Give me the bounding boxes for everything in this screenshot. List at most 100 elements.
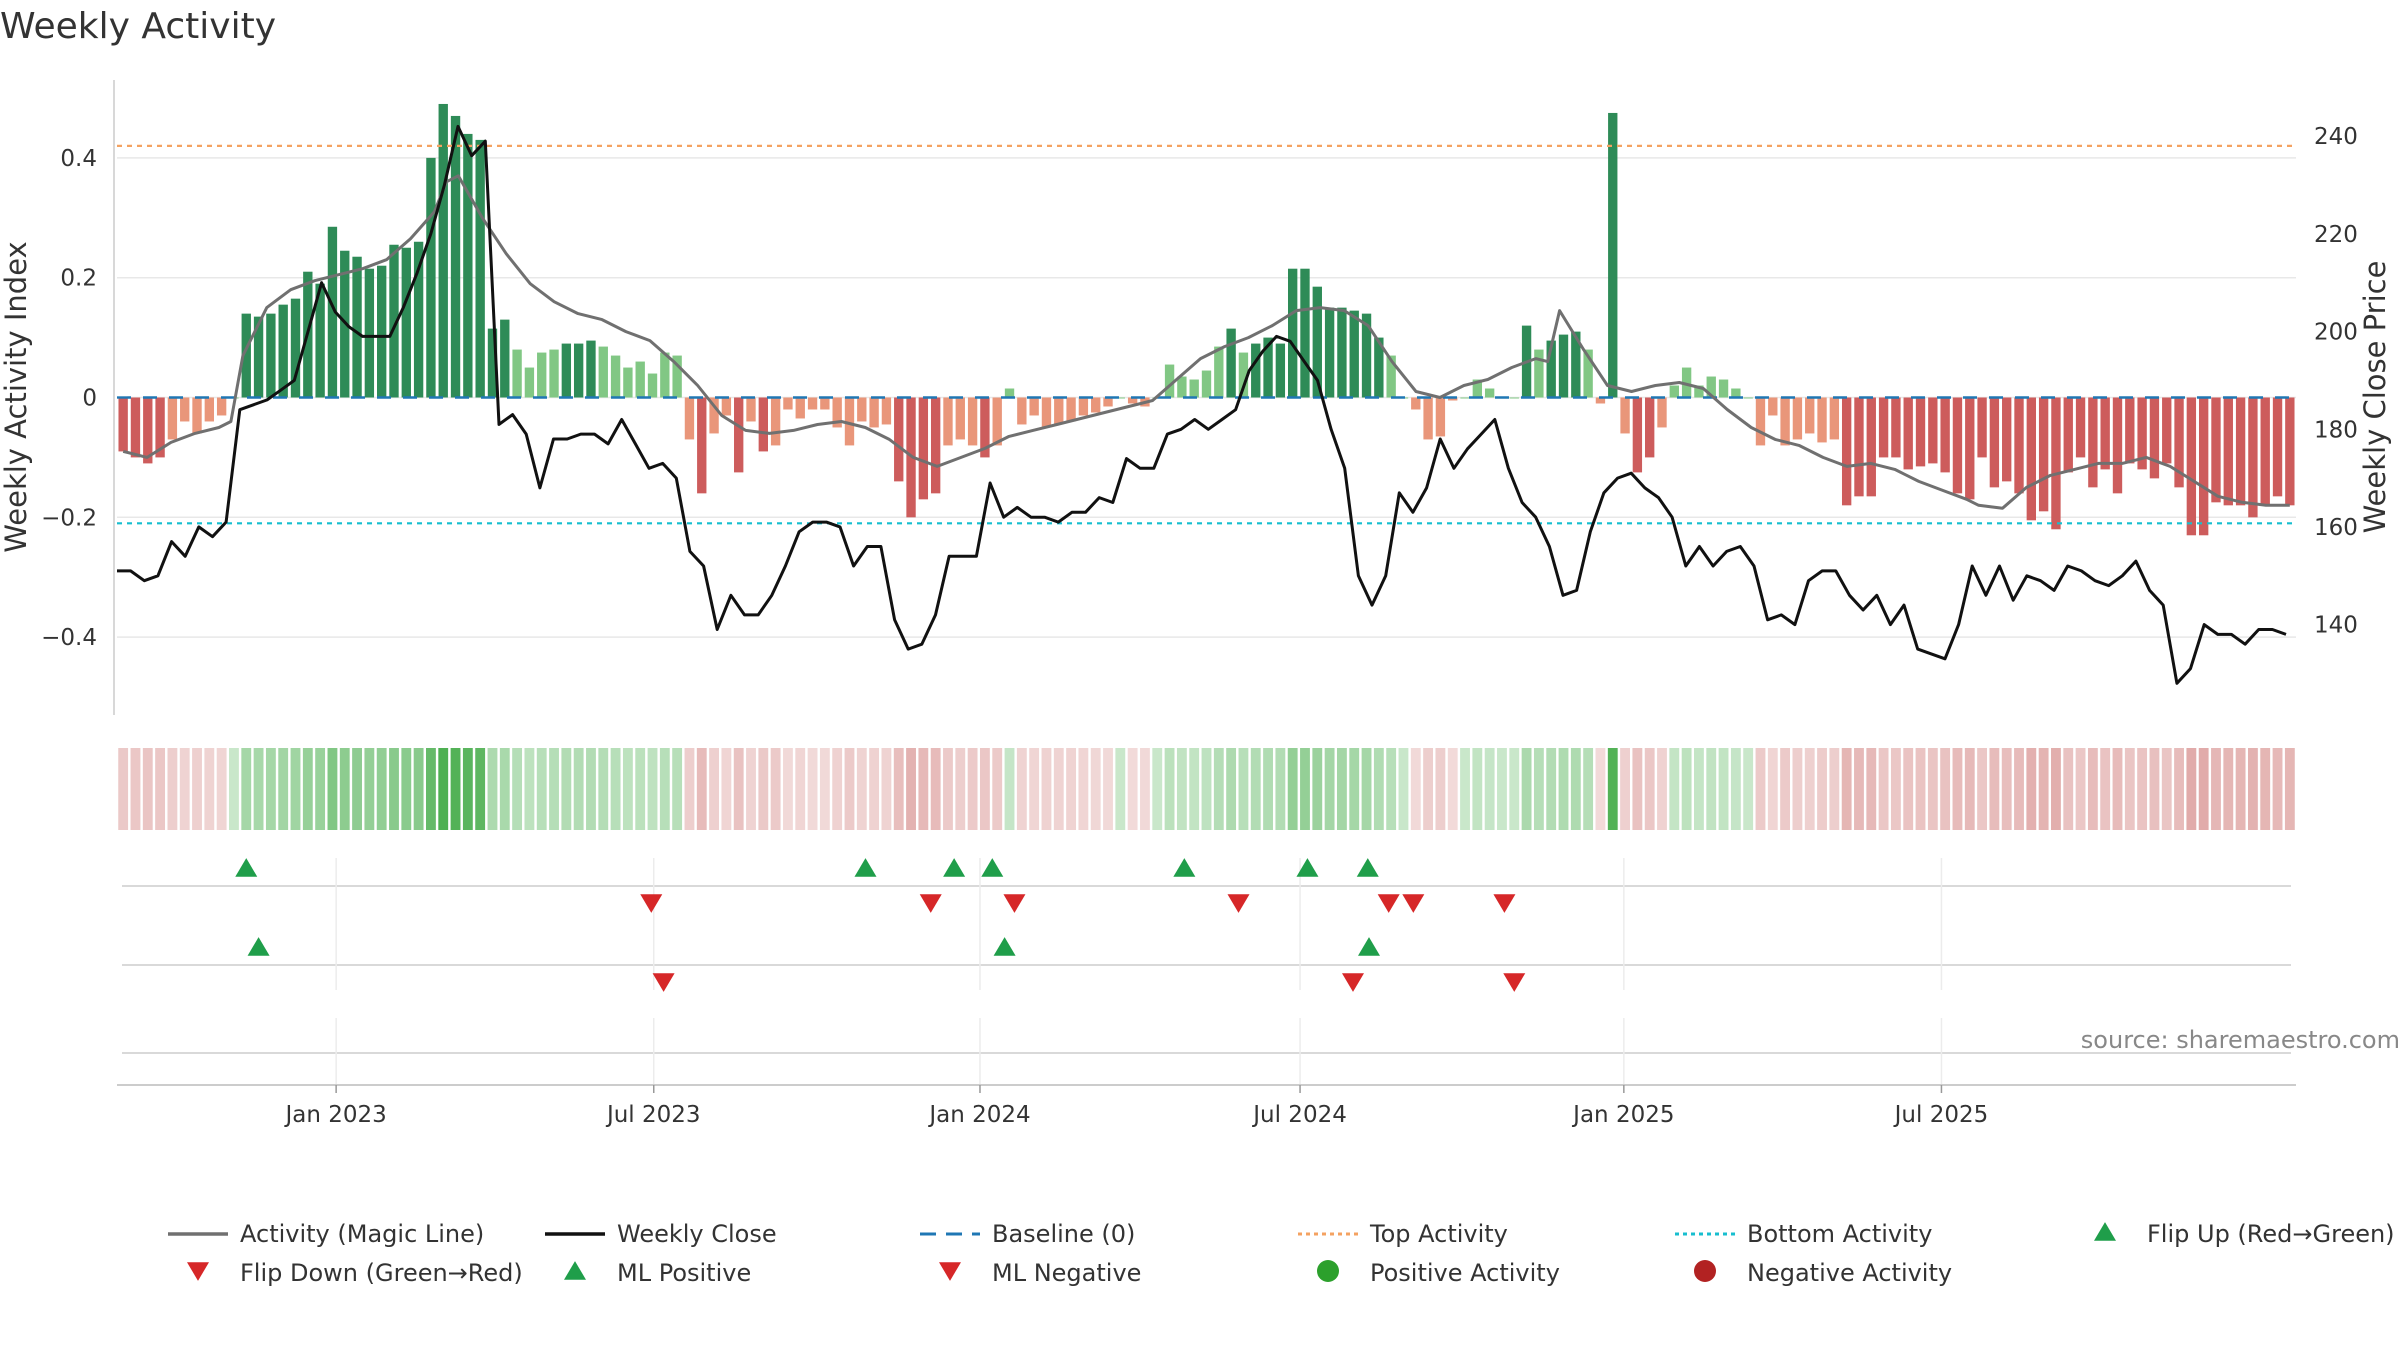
activity-bar <box>549 349 559 398</box>
strip-cell <box>1718 748 1729 830</box>
strip-cell <box>1915 748 1926 830</box>
activity-bar <box>1558 334 1569 398</box>
activity-bar <box>1066 397 1076 422</box>
strip-cell <box>1250 748 1261 830</box>
activity-bar <box>118 397 128 452</box>
activity-bar <box>377 265 387 398</box>
strip-cell <box>1410 748 1421 830</box>
activity-bar <box>537 352 547 398</box>
strip-cell <box>2087 748 2098 830</box>
legend-item: Negative Activity <box>1694 1259 1952 1287</box>
activity-bar <box>1386 355 1396 398</box>
activity-bar <box>1903 397 1913 470</box>
signal-up-marker <box>981 858 1004 877</box>
strip-cell <box>647 748 658 830</box>
legend-item: Positive Activity <box>1317 1259 1560 1287</box>
activity-bar <box>1103 397 1113 407</box>
strip-cell <box>302 748 313 830</box>
strip-cell <box>1854 748 1864 830</box>
activity-bar <box>1878 397 1889 458</box>
strip-cell <box>1890 748 1901 830</box>
strip-cell <box>216 748 227 830</box>
strip-cell <box>2063 748 2074 830</box>
strip-cell <box>2186 748 2197 830</box>
activity-bar <box>1029 397 1039 416</box>
activity-bar <box>216 397 227 416</box>
strip-cell <box>2211 748 2221 830</box>
x-tick-label: Jul 2024 <box>1251 1102 1347 1128</box>
strip-cell <box>1755 748 1766 830</box>
y-left-tick-label: 0.2 <box>60 266 97 292</box>
signal-up-marker <box>1173 858 1196 877</box>
activity-bar <box>2174 397 2184 488</box>
activity-bar <box>1054 397 1064 425</box>
strip-cell <box>1657 748 1667 830</box>
strip-cell <box>2284 748 2295 830</box>
activity-bar <box>1164 364 1175 398</box>
activity-bar <box>1546 340 1556 398</box>
activity-bar <box>1287 268 1298 398</box>
strip-cell <box>2137 748 2148 830</box>
strip-cell <box>733 748 744 830</box>
strip-cell <box>758 748 769 830</box>
strip-cell <box>167 748 178 830</box>
activity-bar <box>1952 397 1963 494</box>
signal-up-marker <box>943 858 966 877</box>
strip-cell <box>1398 748 1409 830</box>
activity-bar <box>832 397 842 428</box>
activity-bar <box>1841 397 1852 506</box>
strip-cell <box>1804 748 1815 830</box>
activity-bar <box>253 316 264 398</box>
strip-cell <box>1029 748 1040 830</box>
activity-bar <box>2014 397 2024 494</box>
activity-bar <box>2051 397 2061 530</box>
activity-bar <box>1977 397 1987 458</box>
y-left-tick-label: −0.4 <box>41 625 97 651</box>
activity-bar <box>795 397 805 419</box>
activity-bar <box>930 397 941 494</box>
strip-cell <box>192 748 202 830</box>
activity-bar <box>2125 397 2135 464</box>
activity-bar <box>1768 397 1778 416</box>
activity-bar <box>1989 397 2000 488</box>
activity-bar <box>807 397 818 410</box>
strip-cell <box>438 748 449 830</box>
activity-bar <box>746 397 756 422</box>
legend-swatch-triangle-up <box>2094 1222 2116 1241</box>
y-left-tick-label: −0.2 <box>41 505 97 531</box>
legend-item: Top Activity <box>1298 1220 1508 1248</box>
activity-bar <box>2186 397 2197 536</box>
strip-cell <box>1940 748 1951 830</box>
activity-bar <box>1411 397 1421 410</box>
activity-bar <box>2026 397 2036 521</box>
activity-bar <box>869 397 879 428</box>
strip-cell <box>1952 748 1963 830</box>
activity-bar <box>2162 397 2172 464</box>
activity-bar <box>1423 397 1433 440</box>
strip-cell <box>2223 748 2234 830</box>
strip-cell <box>1780 748 1791 830</box>
legend-swatch-triangle-down <box>187 1262 209 1281</box>
strip-cell <box>1201 748 1212 830</box>
x-axis: Jan 2023 Jul 2023 Jan 2024 Jul 2024 Jan 2025… <box>117 1084 2296 1128</box>
x-tick-label: Jan 2024 <box>927 1102 1030 1128</box>
activity-bar <box>1965 397 1975 500</box>
activity-bar <box>1091 397 1101 413</box>
legend-item: Baseline (0) <box>920 1220 1135 1248</box>
strip-cell <box>1595 748 1606 830</box>
strip-cell <box>450 748 461 830</box>
strip-cell <box>635 748 646 830</box>
activity-bar <box>758 397 768 452</box>
strip-cell <box>1041 748 1052 830</box>
strip-cell <box>2112 748 2123 830</box>
signal-down-marker <box>1377 894 1400 913</box>
signal-down-marker <box>640 894 663 913</box>
activity-bar <box>1275 343 1286 398</box>
activity-bar <box>2272 397 2283 497</box>
legend-label: Flip Up (Red→Green) <box>2147 1220 2395 1248</box>
activity-bar <box>881 397 892 425</box>
activity-bar <box>980 397 990 458</box>
activity-bars <box>118 103 2295 536</box>
activity-bar <box>450 115 461 398</box>
strip-cell <box>155 748 166 830</box>
